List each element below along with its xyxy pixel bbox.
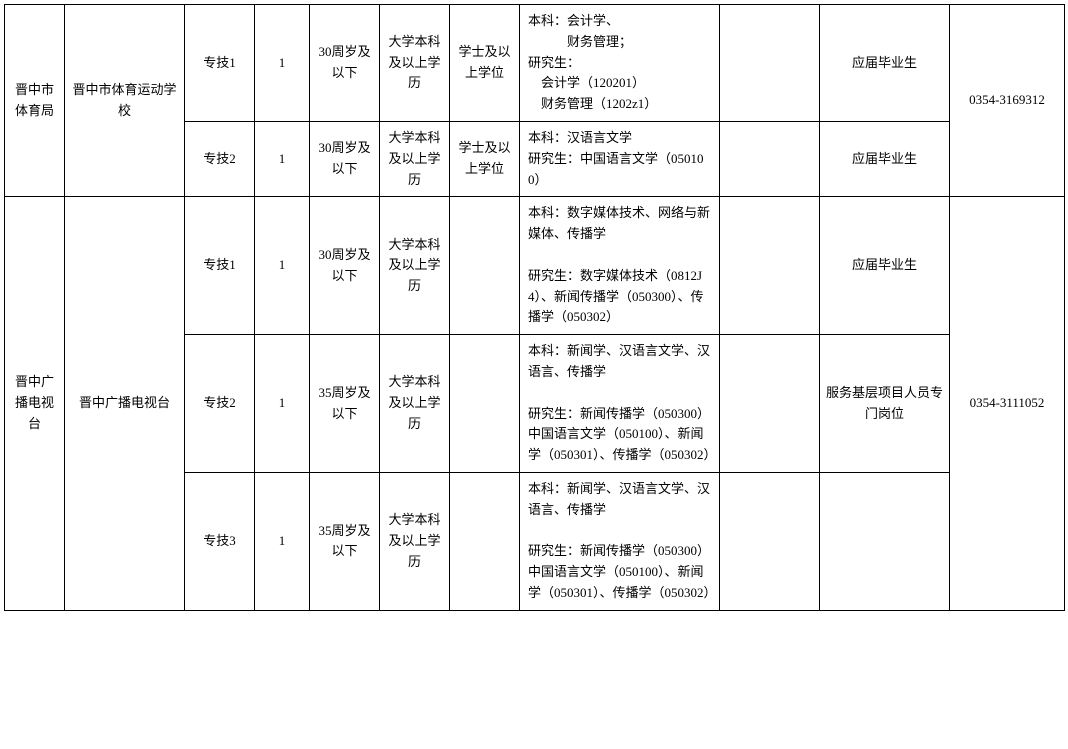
dept-cell: 晋中广播电视台 [5, 197, 65, 610]
unit-cell: 晋中市体育运动学校 [65, 5, 185, 197]
table-row: 晋中广播电视台 晋中广播电视台 专技1 1 30周岁及以下 大学本科及以上学历 … [5, 197, 1065, 335]
blank-cell [720, 472, 820, 610]
edu-cell: 大学本科及以上学历 [380, 197, 450, 335]
recruitment-table: 晋中市体育局 晋中市体育运动学校 专技1 1 30周岁及以下 大学本科及以上学历… [4, 4, 1065, 611]
major-cell: 本科：会计学、 财务管理；研究生： 会计学（120201） 财务管理（1202z… [520, 5, 720, 122]
degree-cell [450, 472, 520, 610]
dept-cell: 晋中市体育局 [5, 5, 65, 197]
degree-cell [450, 335, 520, 473]
age-cell: 30周岁及以下 [310, 197, 380, 335]
age-cell: 35周岁及以下 [310, 472, 380, 610]
blank-cell [720, 5, 820, 122]
num-cell: 1 [255, 5, 310, 122]
edu-cell: 大学本科及以上学历 [380, 5, 450, 122]
post-cell: 专技1 [185, 5, 255, 122]
num-cell: 1 [255, 335, 310, 473]
edu-cell: 大学本科及以上学历 [380, 121, 450, 196]
phone-cell: 0354-3111052 [950, 197, 1065, 610]
major-cell: 本科：新闻学、汉语言文学、汉语言、传播学研究生：新闻传播学（050300） 中国… [520, 335, 720, 473]
age-cell: 30周岁及以下 [310, 5, 380, 122]
degree-cell [450, 197, 520, 335]
post-cell: 专技1 [185, 197, 255, 335]
major-cell: 本科：新闻学、汉语言文学、汉语言、传播学研究生：新闻传播学（050300）中国语… [520, 472, 720, 610]
age-cell: 30周岁及以下 [310, 121, 380, 196]
remark-cell [820, 472, 950, 610]
unit-cell: 晋中广播电视台 [65, 197, 185, 610]
blank-cell [720, 335, 820, 473]
num-cell: 1 [255, 472, 310, 610]
blank-cell [720, 121, 820, 196]
edu-cell: 大学本科及以上学历 [380, 335, 450, 473]
remark-cell: 服务基层项目人员专门岗位 [820, 335, 950, 473]
degree-cell: 学士及以上学位 [450, 5, 520, 122]
edu-cell: 大学本科及以上学历 [380, 472, 450, 610]
major-cell: 本科：汉语言文学研究生：中国语言文学（050100） [520, 121, 720, 196]
post-cell: 专技2 [185, 121, 255, 196]
major-cell: 本科：数字媒体技术、网络与新媒体、传播学研究生：数字媒体技术（0812J4）、新… [520, 197, 720, 335]
post-cell: 专技3 [185, 472, 255, 610]
remark-cell: 应届毕业生 [820, 5, 950, 122]
num-cell: 1 [255, 197, 310, 335]
degree-cell: 学士及以上学位 [450, 121, 520, 196]
phone-cell: 0354-3169312 [950, 5, 1065, 197]
age-cell: 35周岁及以下 [310, 335, 380, 473]
post-cell: 专技2 [185, 335, 255, 473]
table-row: 晋中市体育局 晋中市体育运动学校 专技1 1 30周岁及以下 大学本科及以上学历… [5, 5, 1065, 122]
remark-cell: 应届毕业生 [820, 121, 950, 196]
num-cell: 1 [255, 121, 310, 196]
remark-cell: 应届毕业生 [820, 197, 950, 335]
blank-cell [720, 197, 820, 335]
